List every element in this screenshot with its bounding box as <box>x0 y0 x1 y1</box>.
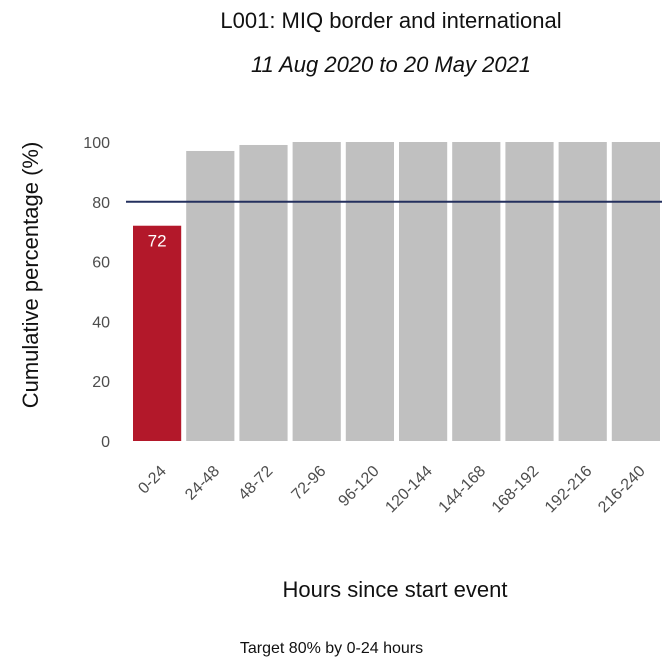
y-tick-label: 100 <box>83 135 110 152</box>
x-tick-label: 192-216 <box>542 463 596 517</box>
x-tick-label: 120-144 <box>382 463 436 517</box>
data-labels: 72 <box>148 232 167 251</box>
bar-96-120 <box>345 142 394 441</box>
bar-216-240 <box>611 142 660 441</box>
y-tick-label: 20 <box>92 374 110 391</box>
y-axis-ticks: 0 20 40 60 80 100 <box>83 135 110 451</box>
bars-group <box>133 142 660 442</box>
data-label: 72 <box>148 232 167 251</box>
bar-192-216 <box>558 142 607 441</box>
y-tick-label: 40 <box>92 314 110 331</box>
y-tick-label: 60 <box>92 255 110 272</box>
x-axis-label: Hours since start event <box>283 577 508 602</box>
bar-0-24 <box>133 225 182 441</box>
y-axis-label: Cumulative percentage (%) <box>18 142 43 409</box>
chart-caption: Target 80% by 0-24 hours <box>239 640 424 657</box>
y-tick-label: 0 <box>101 434 110 451</box>
bar-72-96 <box>292 142 341 441</box>
bar-144-168 <box>452 142 501 441</box>
bar-120-144 <box>399 142 448 441</box>
x-tick-label: 168-192 <box>489 463 543 517</box>
bar-168-192 <box>505 142 554 441</box>
y-tick-label: 80 <box>92 195 110 212</box>
chart-title: L001: MIQ border and international <box>220 8 562 33</box>
x-tick-label: 144-168 <box>436 463 490 517</box>
chart-subtitle: 11 Aug 2020 to 20 May 2021 <box>250 52 532 77</box>
x-tick-label: 72-96 <box>289 463 330 504</box>
x-tick-label: 96-120 <box>335 463 382 510</box>
bar-24-48 <box>186 150 235 441</box>
x-tick-label: 24-48 <box>182 463 223 504</box>
x-tick-label: 216-240 <box>595 463 649 517</box>
x-tick-label: 0-24 <box>135 463 170 498</box>
x-axis-ticks: 0-24 24-48 48-72 72-96 96-120 120-144 144-168 1… <box>135 463 649 517</box>
x-tick-label: 48-72 <box>235 463 276 504</box>
bar-48-72 <box>239 144 288 442</box>
